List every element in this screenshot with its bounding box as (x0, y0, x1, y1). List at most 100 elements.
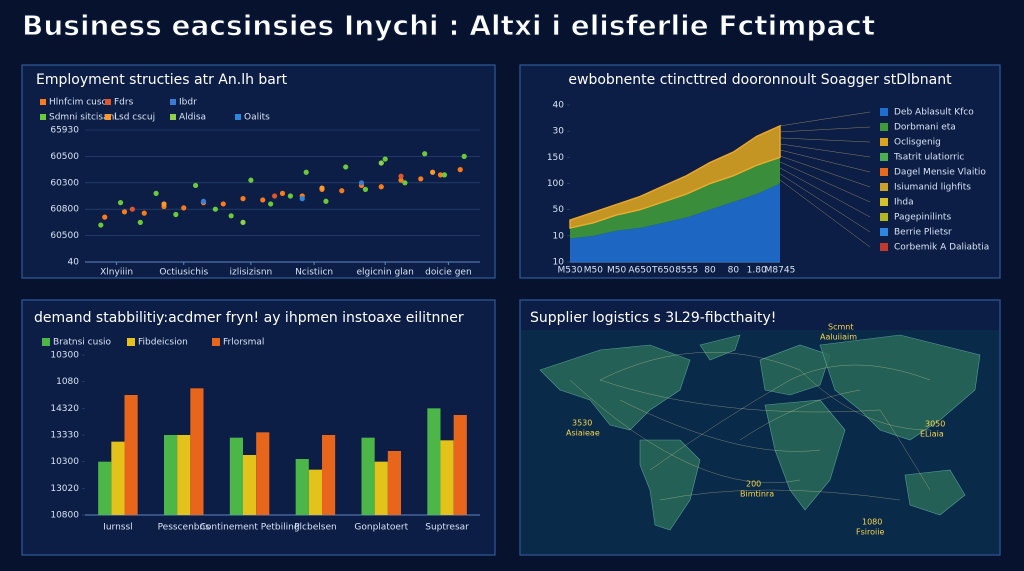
map-label: Bimtinra (740, 490, 774, 499)
point (319, 185, 325, 191)
point (343, 164, 349, 170)
panel-title: Employment structies atr An.lh bart (36, 72, 288, 88)
point (161, 201, 167, 207)
bar (111, 441, 125, 515)
leader-line (779, 161, 871, 203)
bar (190, 388, 204, 515)
legend-label: Sdmni sitcisani (49, 113, 117, 123)
point (102, 214, 108, 220)
y-tick-label: 60800 (50, 205, 79, 215)
legend-label: Lsd cscuj (114, 113, 155, 123)
bar (374, 461, 388, 515)
europe (759, 344, 831, 396)
point (200, 198, 207, 204)
australia (904, 469, 966, 516)
x-tick-label: Iurnssl (103, 523, 132, 533)
legend-label: Isiumanid lighfits (894, 183, 971, 193)
bar (124, 395, 138, 515)
legend-swatch (880, 228, 888, 236)
bar (308, 469, 322, 515)
x-tick-label: Xlnyiiin (100, 268, 133, 278)
point (248, 177, 254, 183)
point (181, 205, 187, 211)
x-tick-label: Pesscenbns (158, 523, 211, 533)
legend-label: Corbemik A Daliabtia (894, 243, 989, 253)
point (153, 190, 159, 196)
legend-swatch (880, 213, 888, 221)
area (569, 124, 781, 229)
x-tick-label: izlisizisnn (230, 268, 273, 278)
point (268, 201, 274, 207)
x-tick-label: 8555 (675, 266, 698, 276)
x-tick-label: Plcbelsen (294, 523, 337, 533)
bar (440, 440, 454, 515)
point (240, 196, 246, 202)
bar (229, 437, 243, 515)
africa (764, 399, 846, 511)
map-label: ELiaia (920, 430, 944, 439)
bar (98, 461, 112, 515)
y-tick-label: 40 (553, 101, 565, 111)
legend-label: Dagel Mensie Vlaitio (894, 168, 986, 178)
x-tick-label: Suptresar (425, 523, 469, 533)
leader-line (779, 149, 871, 173)
map-label: 3050 (925, 420, 945, 429)
legend-label: Ibdr (179, 98, 197, 108)
leader-line (779, 126, 871, 133)
legend-swatch (170, 114, 176, 120)
leader-line (779, 111, 871, 127)
legend-swatch (880, 123, 888, 131)
y-tick-label: 10 (553, 258, 565, 268)
legend-swatch (40, 114, 46, 120)
area (570, 183, 780, 262)
legend-swatch (127, 338, 135, 346)
point (299, 196, 305, 202)
x-tick-label: Gonplatoert (354, 523, 408, 533)
y-tick-label: 65930 (50, 126, 79, 136)
legend-swatch (105, 99, 111, 105)
legend-label: Oalits (244, 113, 270, 123)
x-tick-label: elgicnin glan (356, 268, 413, 278)
legend-label: Tsatrit ulatiorric (893, 153, 964, 163)
legend-swatch (880, 138, 888, 146)
leader-line (779, 143, 871, 158)
point (422, 151, 428, 157)
bar (322, 435, 336, 515)
north-america (539, 344, 691, 431)
legend-label: Bratnsi cusio (53, 338, 112, 348)
point (220, 201, 226, 207)
map-label: Scmnt (828, 323, 853, 332)
bar (295, 459, 309, 515)
point (323, 198, 329, 204)
legend-swatch (880, 243, 888, 251)
y-tick-label: 40 (68, 258, 80, 268)
point (212, 206, 218, 212)
bar (243, 455, 257, 515)
legend-swatch (40, 99, 46, 105)
point (137, 219, 143, 225)
y-tick-label: 50 (553, 205, 565, 215)
leader-line (779, 137, 871, 143)
panel-title: Supplier logistics s 3L29-fibcthaity! (530, 310, 776, 326)
x-tick-label: 80 (704, 266, 716, 276)
point (358, 180, 365, 186)
point (441, 172, 448, 178)
x-tick-label: Continement Petbiling (200, 523, 300, 533)
y-tick-label: 13020 (50, 484, 79, 494)
panel-title: ewbobnente ctincttred dooronnoult Soagge… (568, 72, 952, 88)
x-tick-label: doicie gen (425, 268, 472, 278)
y-tick-label: 10800 (50, 511, 79, 521)
dashboard-title: Business eacsinsies Inychi : Altxi i eli… (22, 9, 875, 42)
point (382, 156, 388, 162)
legend-swatch (212, 338, 220, 346)
bar (387, 451, 401, 515)
legend-label: Deb Ablasult Kfco (894, 108, 974, 118)
bar (427, 408, 441, 515)
point (437, 172, 444, 178)
leader-line (779, 155, 871, 188)
point (141, 210, 147, 216)
point (430, 169, 436, 175)
world-map: Scmnt Aaluiiaim 3530 Asiaieae 200 Bimtin… (521, 323, 999, 554)
point (228, 213, 234, 219)
x-tick-label: Ncistiicn (295, 268, 333, 278)
